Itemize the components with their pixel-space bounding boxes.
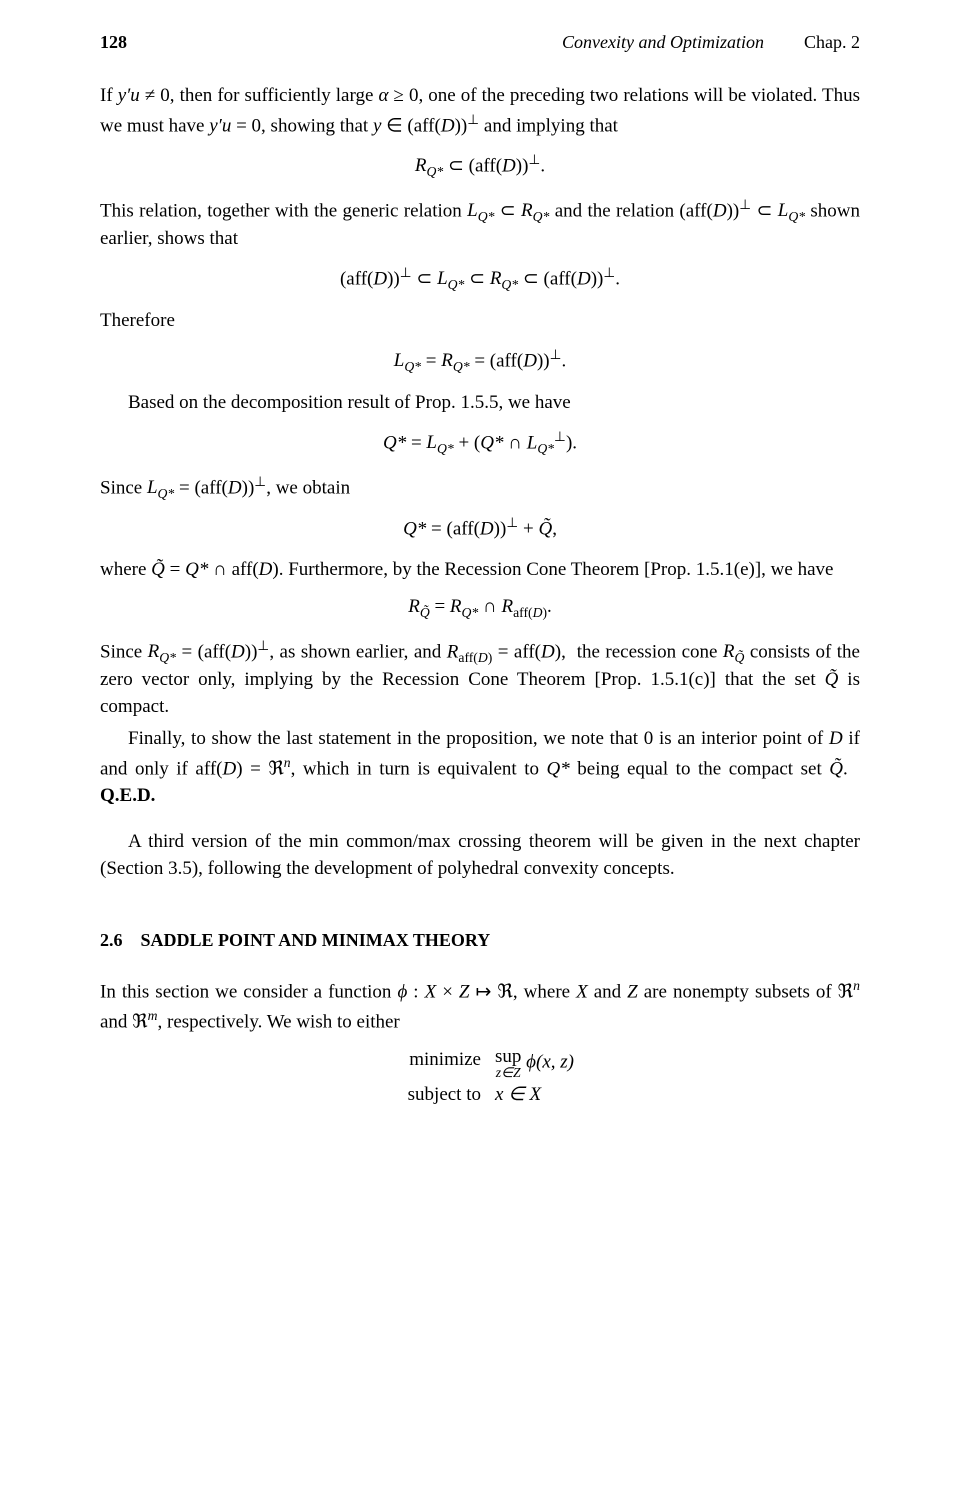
paragraph-10: In this section we consider a function ϕ… <box>100 976 860 1036</box>
paragraph-9: A third version of the min common/max cr… <box>100 829 860 882</box>
minimize-label: minimize <box>386 1047 481 1074</box>
section-header: 2.6 SADDLE POINT AND MINIMAX THEORY <box>100 928 860 953</box>
sup-label: sup <box>495 1047 521 1066</box>
equation-3: LQ* = RQ* = (aff(D))⊥. <box>100 345 860 376</box>
constraint: x ∈ X <box>495 1082 541 1109</box>
sup-expression: ϕ(x, z) <box>526 1052 574 1073</box>
paragraph-3: Therefore <box>100 308 860 335</box>
section-title: SADDLE POINT AND MINIMAX THEORY <box>141 928 491 953</box>
paragraph-7: Since RQ* = (aff(D))⊥, as shown earlier,… <box>100 636 860 720</box>
paragraph-1: If y′u ≠ 0, then for sufficiently large … <box>100 83 860 140</box>
equation-4: Q* = LQ* + (Q* ∩ LQ*⊥). <box>100 427 860 458</box>
paragraph-5: Since LQ* = (aff(D))⊥, we obtain <box>100 472 860 503</box>
subject-to-label: subject to <box>386 1082 481 1109</box>
equation-2: (aff(D))⊥ ⊂ LQ* ⊂ RQ* ⊂ (aff(D))⊥. <box>100 263 860 294</box>
section-number: 2.6 <box>100 928 123 953</box>
equation-6: RQ̃ = RQ* ∩ Raff(D). <box>100 594 860 622</box>
paragraph-4: Based on the decomposition result of Pro… <box>100 390 860 417</box>
optimization-problem: minimize sup z∈Z ϕ(x, z) subject to x ∈ … <box>386 1047 574 1108</box>
chapter-label: Chap. 2 <box>804 30 860 55</box>
paragraph-2: This relation, together with the generic… <box>100 195 860 253</box>
sup-subscript: z∈Z <box>495 1066 521 1080</box>
page-header: 128 Convexity and Optimization Chap. 2 <box>100 30 860 55</box>
paragraph-8: Finally, to show the last statement in t… <box>100 726 860 809</box>
page-number: 128 <box>100 30 127 55</box>
chapter-title: Convexity and Optimization <box>562 30 764 55</box>
paragraph-6: where Q̃ = Q* ∩ aff(D). Furthermore, by … <box>100 557 860 584</box>
qed-mark: Q.E.D. <box>100 785 155 806</box>
equation-1: RQ* ⊂ (aff(D))⊥. <box>100 150 860 181</box>
equation-5: Q* = (aff(D))⊥ + Q̃, <box>100 513 860 543</box>
